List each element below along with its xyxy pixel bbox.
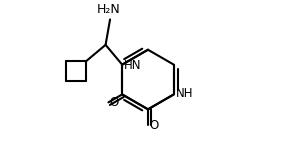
Text: NH: NH (176, 87, 193, 100)
Text: O: O (149, 119, 158, 132)
Text: O: O (109, 96, 119, 109)
Text: H₂N: H₂N (97, 3, 121, 16)
Text: HN: HN (124, 59, 142, 72)
